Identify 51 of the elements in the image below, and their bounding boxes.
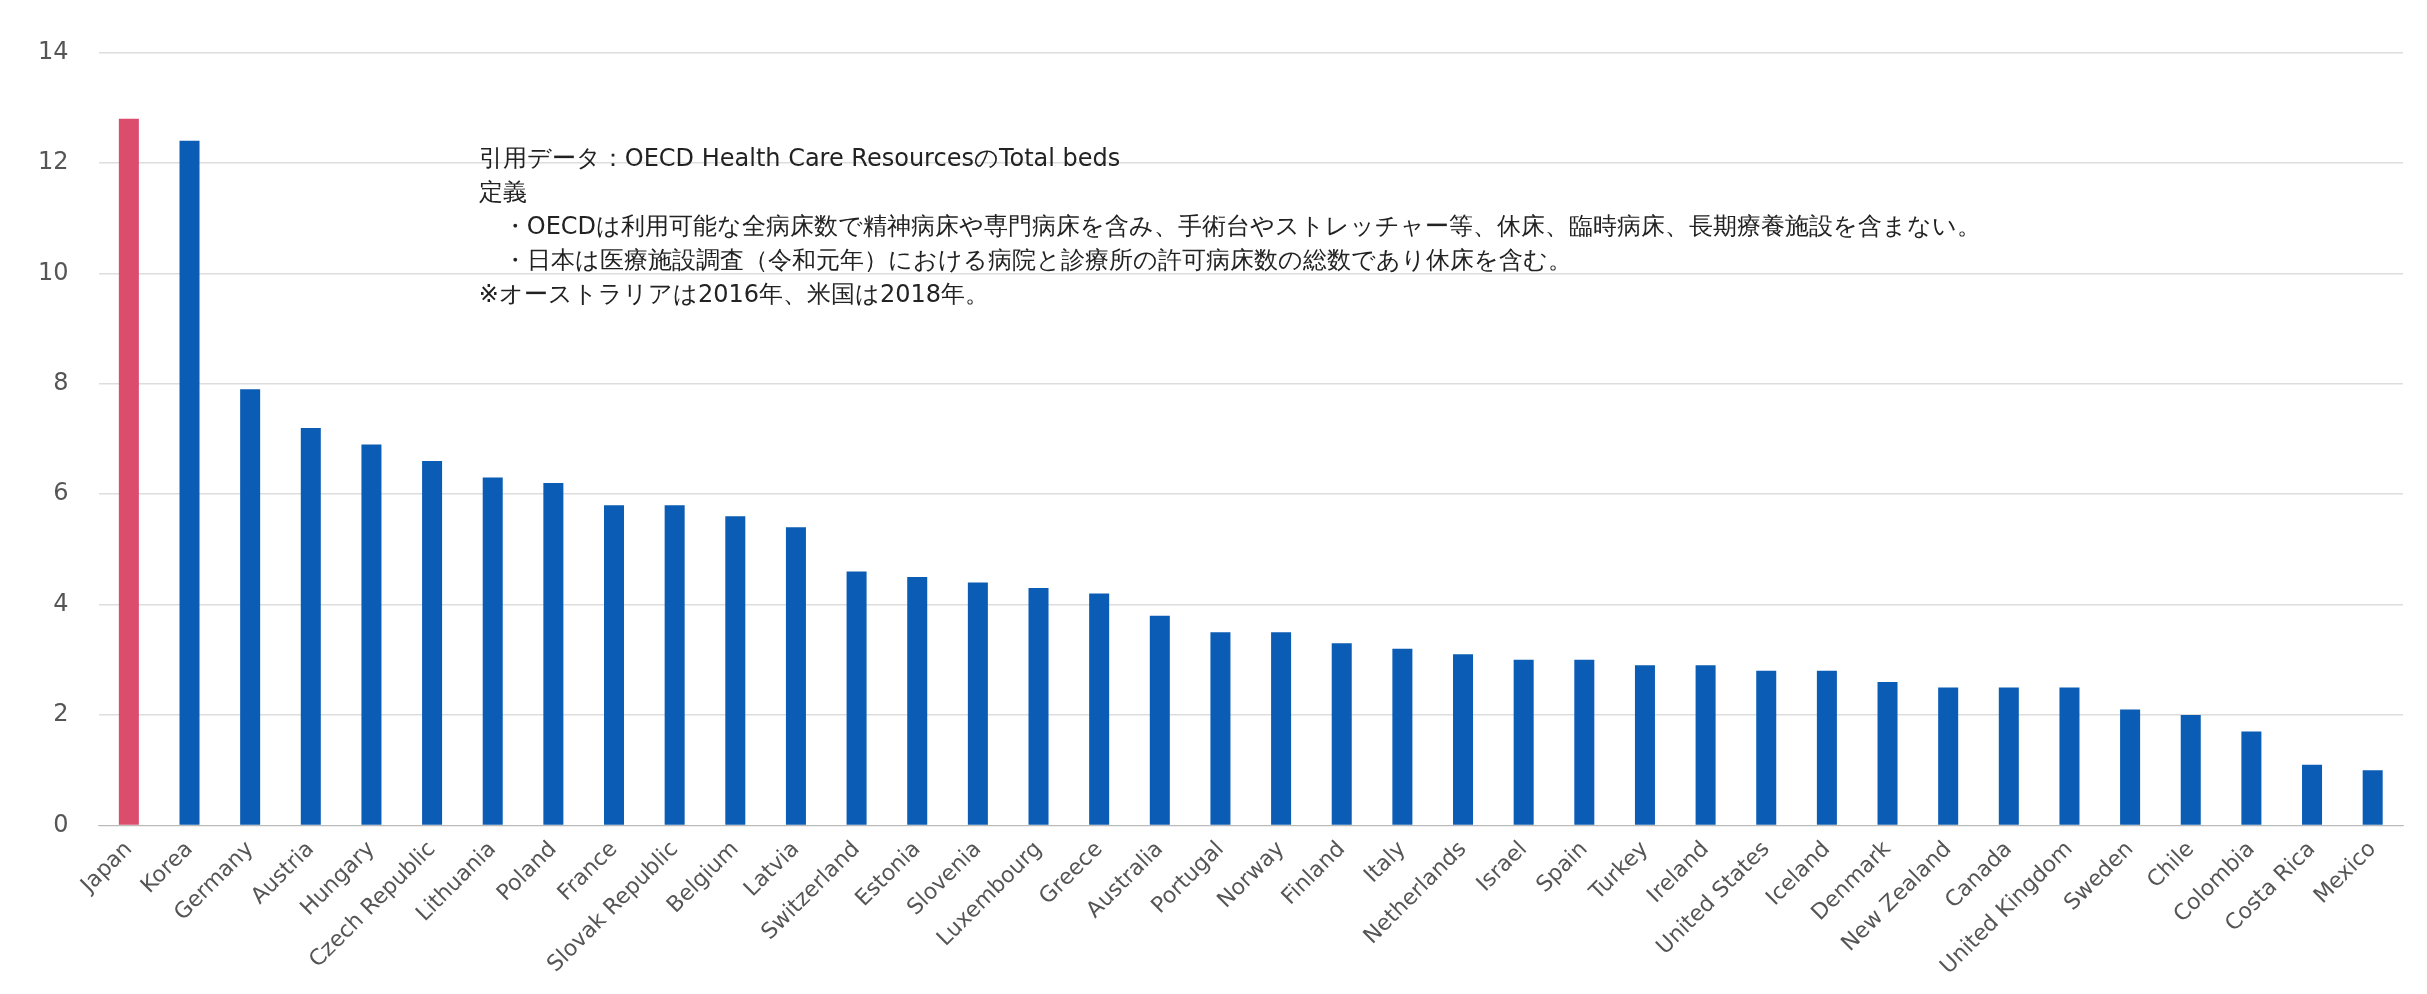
annotation: ・日本は医療施設調査（令和元年）における病院と診療所の許可病床数の総数であり休床を含む。 <box>478 245 1572 274</box>
bar <box>422 461 443 825</box>
bar <box>361 444 382 825</box>
bar <box>967 582 988 825</box>
bar <box>1392 648 1413 825</box>
bar <box>664 505 685 825</box>
y-tick-label: 12 <box>37 147 69 176</box>
y-tick-label: 10 <box>37 257 69 286</box>
bar <box>2120 709 2141 825</box>
y-tick-label: 2 <box>53 699 69 728</box>
y-tick-label: 6 <box>53 478 69 507</box>
bar <box>907 576 928 825</box>
bar <box>1938 687 1959 825</box>
bar <box>1210 632 1231 825</box>
y-tick-label: 8 <box>53 367 69 396</box>
bar <box>1756 670 1777 825</box>
annotation: ※オーストラリアは2016年、米国は2018年。 <box>478 279 990 308</box>
bar <box>1089 593 1110 825</box>
bar <box>1331 643 1352 825</box>
bar <box>2180 715 2201 825</box>
bar <box>1513 659 1534 825</box>
bar <box>543 483 564 825</box>
bar <box>604 505 625 825</box>
bar <box>785 527 806 825</box>
bar <box>1816 670 1837 825</box>
bar <box>2362 770 2383 825</box>
annotation: 引用データ：OECD Health Care ResourcesのTotal beds <box>478 143 1121 172</box>
y-tick-label: 4 <box>53 588 69 617</box>
bar <box>1574 659 1595 825</box>
annotation: 定義 <box>478 177 527 206</box>
bar <box>1271 632 1292 825</box>
bar <box>2241 731 2262 825</box>
bar <box>118 118 139 825</box>
bar <box>179 140 200 825</box>
bar <box>846 571 867 825</box>
bar <box>240 389 261 825</box>
bar <box>2302 764 2323 825</box>
bar <box>1634 665 1655 825</box>
bar <box>1877 681 1898 825</box>
bar <box>1998 687 2019 825</box>
bar <box>300 427 321 825</box>
bar <box>1028 588 1049 825</box>
annotation: ・OECDは利用可能な全病床数で精神病床や専門病床を含み、手術台やストレッチャー等、休床、臨時病床、長期療養施設を含まない。 <box>478 211 1982 240</box>
bar <box>482 477 503 825</box>
bar <box>1453 654 1474 825</box>
y-tick-label: 14 <box>37 36 69 65</box>
bar <box>1149 615 1170 825</box>
y-tick-label: 0 <box>53 809 69 838</box>
bar <box>1695 665 1716 825</box>
bar <box>725 516 746 825</box>
bar <box>2059 687 2080 825</box>
